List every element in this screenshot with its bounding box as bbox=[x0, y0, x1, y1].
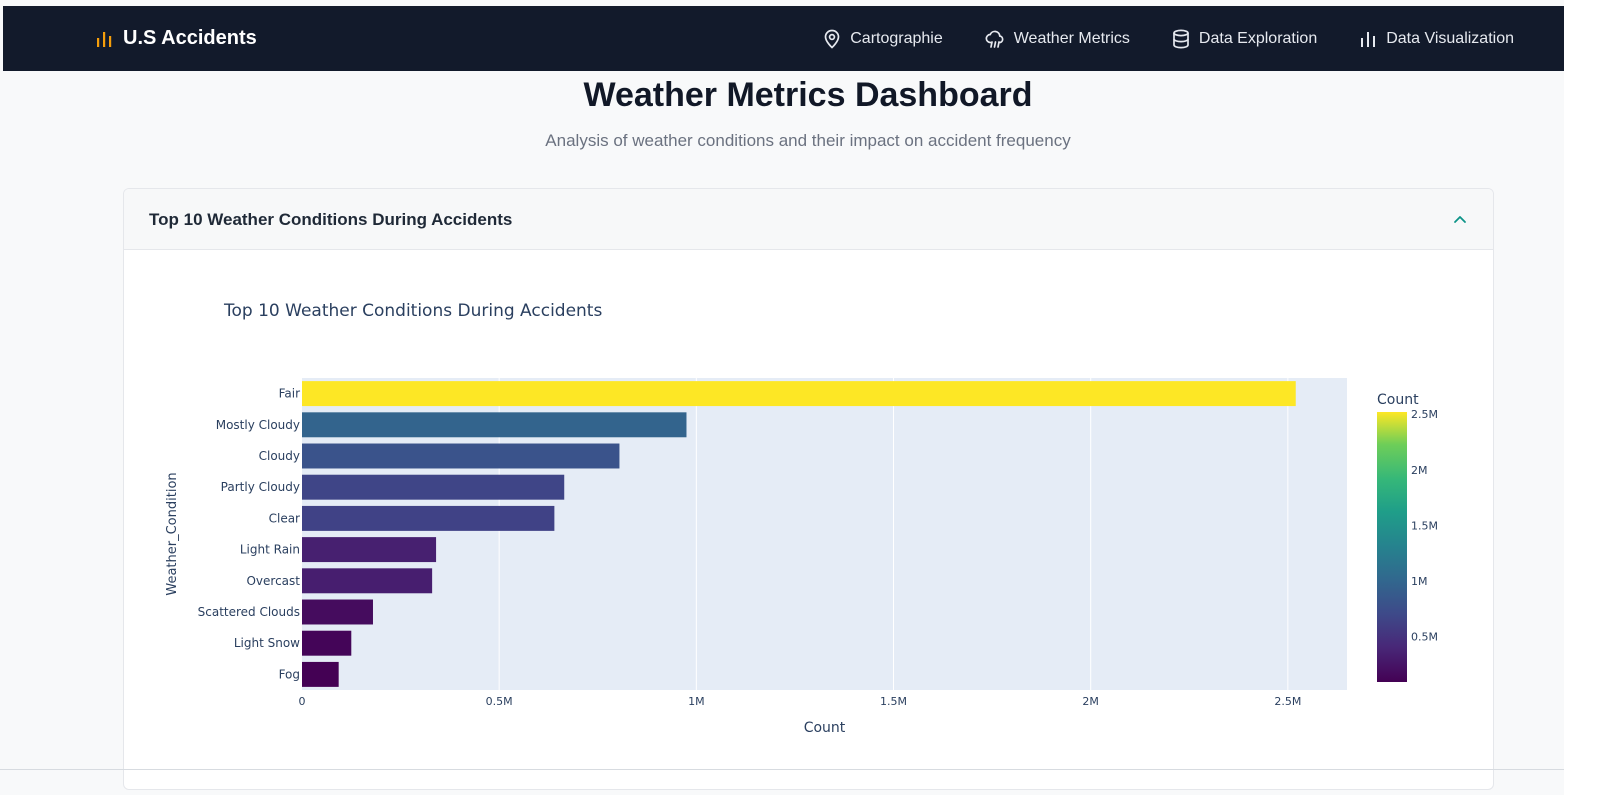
card-title: Top 10 Weather Conditions During Acciden… bbox=[149, 210, 513, 229]
brand-name: U.S Accidents bbox=[123, 27, 257, 49]
bar bbox=[302, 630, 352, 656]
nav-item-data-exploration[interactable]: Data Exploration bbox=[1172, 29, 1317, 49]
x-tick-label: 0 bbox=[299, 695, 306, 708]
colorbar-title: Count bbox=[1377, 392, 1419, 408]
nav-item-data-visualization[interactable]: Data Visualization bbox=[1359, 30, 1514, 48]
chart-card: Top 10 Weather Conditions During Acciden… bbox=[123, 188, 1494, 790]
x-tick-label: 2M bbox=[1082, 695, 1099, 708]
nav-label-data-visualization: Data Visualization bbox=[1386, 29, 1514, 47]
brand-link[interactable]: U.S Accidents bbox=[95, 6, 257, 71]
collapse-button[interactable] bbox=[1453, 211, 1467, 229]
x-tick-label: 2.5M bbox=[1274, 695, 1301, 708]
page-divider bbox=[0, 769, 1564, 770]
nav-label-weather-metrics: Weather Metrics bbox=[1013, 29, 1130, 47]
colorbar-tick-label: 1M bbox=[1411, 575, 1428, 588]
bar bbox=[302, 599, 373, 625]
y-tick-label: Light Snow bbox=[234, 636, 300, 650]
bar bbox=[302, 537, 437, 563]
database-icon bbox=[1173, 29, 1189, 48]
main-nav: Cartographie Weather Metrics Data Explor… bbox=[823, 6, 1514, 71]
map-pin-icon bbox=[824, 29, 840, 49]
x-axis-title: Count bbox=[804, 720, 846, 736]
colorbar-tick-label: 2.5M bbox=[1411, 408, 1438, 421]
colorbar-tick-label: 2M bbox=[1411, 464, 1428, 477]
bar bbox=[302, 443, 620, 469]
y-tick-label: Clear bbox=[269, 511, 300, 525]
x-tick-label: 0.5M bbox=[486, 695, 513, 708]
bar bbox=[302, 568, 433, 594]
bar-chart-icon bbox=[97, 31, 112, 47]
card-header[interactable]: Top 10 Weather Conditions During Acciden… bbox=[124, 189, 1493, 250]
chevron-up-icon bbox=[1454, 216, 1466, 223]
x-tick-label: 1M bbox=[688, 695, 705, 708]
y-tick-label: Fog bbox=[279, 667, 300, 681]
x-tick-label: 1.5M bbox=[880, 695, 907, 708]
window-edge bbox=[1564, 0, 1610, 795]
bar bbox=[302, 474, 565, 500]
colorbar-tick-label: 0.5M bbox=[1411, 631, 1438, 644]
y-tick-label: Cloudy bbox=[259, 449, 300, 463]
nav-item-weather-metrics[interactable]: Weather Metrics bbox=[985, 29, 1130, 49]
bar-chart-icon bbox=[1361, 31, 1376, 47]
cloud-rain-icon bbox=[985, 30, 1004, 48]
weather-bar-chart: Top 10 Weather Conditions During Acciden… bbox=[165, 301, 1438, 736]
y-tick-label: Mostly Cloudy bbox=[216, 418, 300, 432]
bar bbox=[302, 661, 339, 687]
y-tick-label: Fair bbox=[279, 387, 300, 401]
nav-label-data-exploration: Data Exploration bbox=[1198, 29, 1318, 47]
y-tick-label: Overcast bbox=[246, 574, 300, 588]
y-tick-label: Light Rain bbox=[240, 543, 300, 557]
bar bbox=[302, 412, 687, 438]
colorbar-tick-label: 1.5M bbox=[1411, 519, 1438, 532]
page-subtitle: Analysis of weather conditions and their… bbox=[545, 131, 1071, 150]
page-title: Weather Metrics Dashboard bbox=[583, 76, 1033, 114]
top-navbar: U.S Accidents Cartographie Weather Metri… bbox=[3, 6, 1564, 71]
colorbar bbox=[1377, 412, 1407, 682]
nav-item-cartographie[interactable]: Cartographie bbox=[823, 29, 943, 49]
bar bbox=[302, 381, 1296, 407]
bar bbox=[302, 505, 555, 531]
y-axis-title: Weather_Condition bbox=[165, 472, 180, 595]
y-tick-label: Partly Cloudy bbox=[221, 480, 300, 494]
chart-title: Top 10 Weather Conditions During Acciden… bbox=[223, 301, 602, 321]
y-tick-label: Scattered Clouds bbox=[198, 605, 300, 619]
nav-label-cartographie: Cartographie bbox=[850, 29, 943, 47]
